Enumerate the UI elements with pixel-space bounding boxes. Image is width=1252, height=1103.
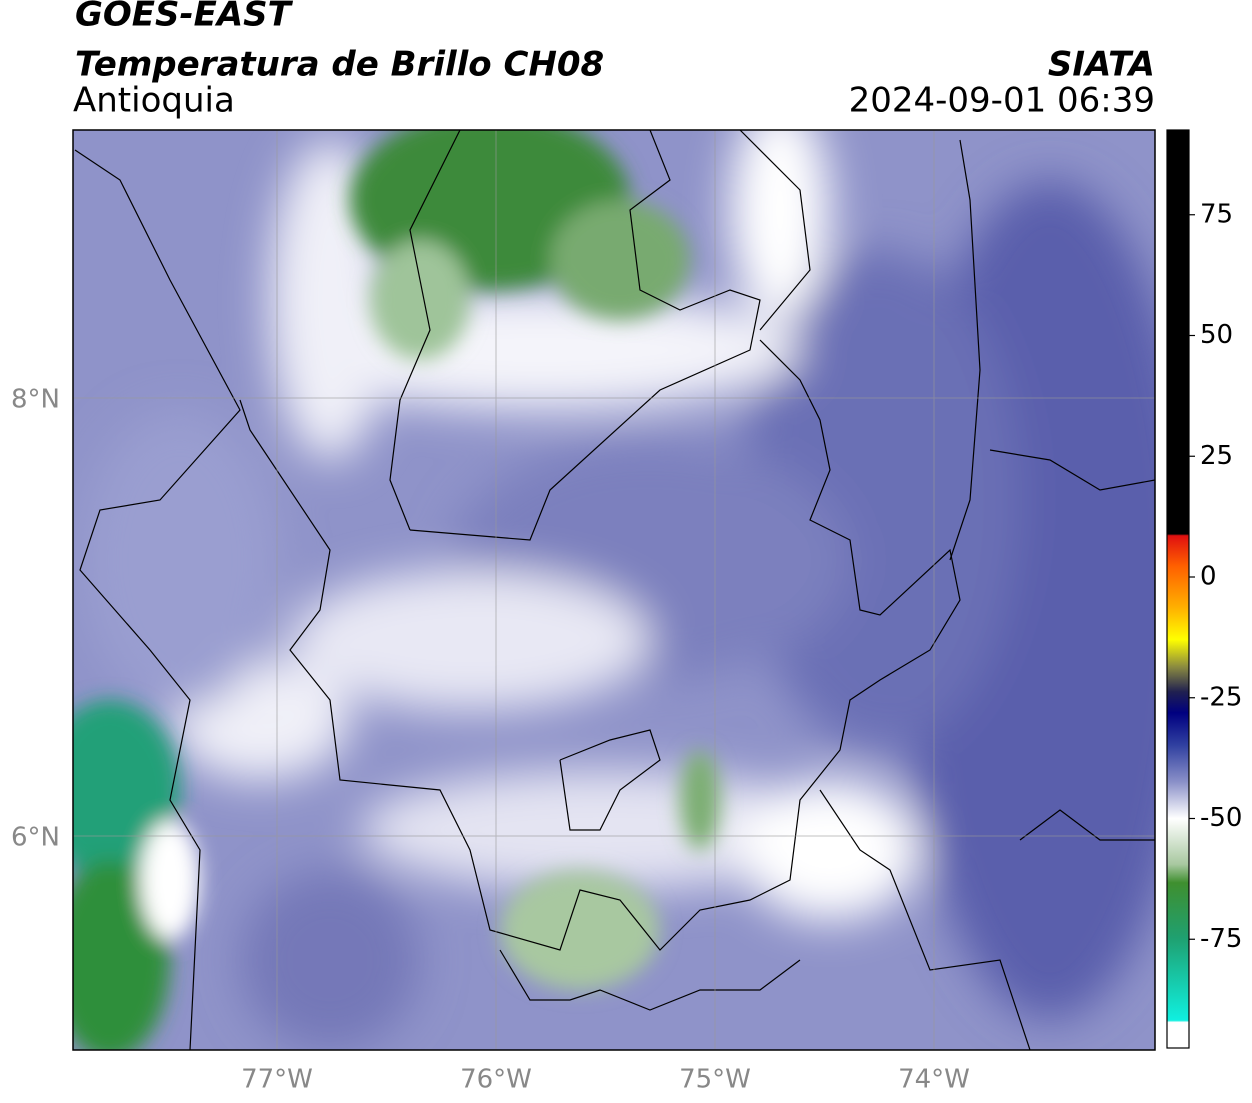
map-field: [73, 130, 1155, 1050]
region: Antioquia: [73, 81, 235, 121]
lon-label: 76°W: [460, 1065, 532, 1095]
colorbar-tick-label: 75: [1200, 199, 1233, 229]
lat-label: 6°N: [11, 823, 60, 853]
lon-label: 74°W: [898, 1065, 970, 1095]
lon-label: 75°W: [679, 1065, 751, 1095]
colorbar-tick-label: -75: [1200, 924, 1242, 954]
lat-label: 8°N: [11, 385, 60, 415]
colorbar-tick-label: 25: [1200, 441, 1233, 471]
map-frame: [72, 129, 1156, 1051]
colorbar-ticks: 75 50 25 0 -25 -50 -75: [1189, 199, 1242, 954]
lon-label: 77°W: [241, 1065, 313, 1095]
agency: SIATA: [1048, 45, 1155, 85]
colorbar-tick-label: -25: [1200, 682, 1242, 712]
datetime: 2024-09-01 06:39: [849, 81, 1155, 121]
source: GOES-EAST: [75, 0, 294, 35]
colorbar-tick-label: -50: [1200, 803, 1242, 833]
colorbar-tick-label: 50: [1200, 320, 1233, 350]
colorbar: [1166, 129, 1190, 1049]
colorbar-tick-label: 0: [1200, 562, 1217, 592]
product: Temperatura de Brillo CH08: [75, 45, 604, 85]
